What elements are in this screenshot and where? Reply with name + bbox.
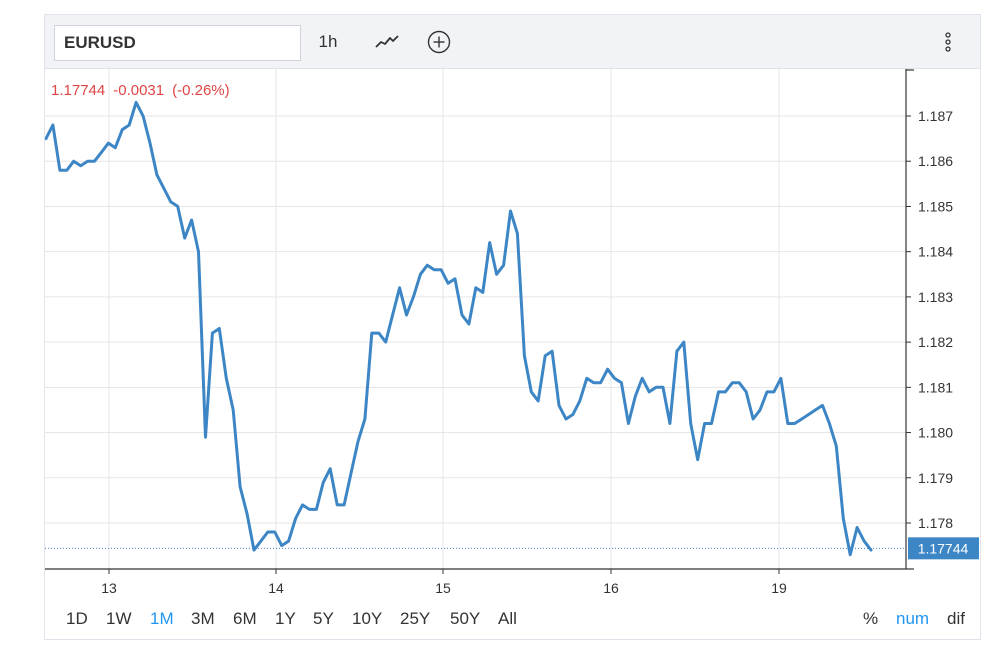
more-options-button[interactable] xyxy=(935,25,961,59)
chart-widget: EURUSD 1h 1.17744 -0.0031 (-0.26%) 1.178 1.… xyxy=(44,14,981,640)
price-change-percent: (-0.26%) xyxy=(172,82,230,99)
last-price-label: 1.17744 xyxy=(918,540,969,556)
y-tick-label: 1.185 xyxy=(918,198,953,214)
y-tick-label: 1.186 xyxy=(918,153,953,169)
x-tick-label: 13 xyxy=(101,580,117,596)
range-button-5y[interactable]: 5Y xyxy=(313,609,334,628)
quote-readout: 1.17744 -0.0031 (-0.26%) xyxy=(51,82,238,99)
y-tick-label: 1.179 xyxy=(918,470,953,486)
y-tick-label: 1.180 xyxy=(918,425,953,441)
y-tick-label: 1.181 xyxy=(918,379,953,395)
range-button-all[interactable]: All xyxy=(498,609,517,628)
range-button-1m[interactable]: 1M xyxy=(150,609,174,628)
symbol-input[interactable]: EURUSD xyxy=(54,25,301,61)
last-price: 1.17744 xyxy=(51,82,106,99)
price-series-line xyxy=(45,100,873,557)
chart-style-button[interactable] xyxy=(371,25,403,59)
add-comparison-button[interactable] xyxy=(425,25,453,59)
x-tick-label: 16 xyxy=(603,580,619,596)
x-tick-label: 19 xyxy=(771,580,787,596)
price-change: -0.0031 xyxy=(113,82,165,99)
last-price-tag xyxy=(908,537,979,560)
range-button-25y[interactable]: 25Y xyxy=(400,609,431,628)
range-bar: 1D 1W 1M 3M 6M 1Y 5Y 10Y 25Y 50Y All% num dif xyxy=(45,605,980,633)
range-button-1w[interactable]: 1W xyxy=(106,609,132,628)
plus-circle-icon xyxy=(427,30,451,54)
price-chart[interactable]: 1.178 1.179 1.180 1.181 1.182 1.183 1.184 1.185… xyxy=(45,69,980,605)
scale-mode-percent[interactable]: % xyxy=(863,609,879,628)
range-button-10y[interactable]: 10Y xyxy=(352,609,383,628)
range-button-1y[interactable]: 1Y xyxy=(275,609,296,628)
range-button-50y[interactable]: 50Y xyxy=(450,609,481,628)
range-button-3m[interactable]: 3M xyxy=(191,609,215,628)
x-tick-label: 14 xyxy=(268,580,284,596)
y-tick-label: 1.182 xyxy=(918,334,953,350)
y-tick-label: 1.178 xyxy=(918,515,953,531)
vertical-dots-icon xyxy=(945,32,951,52)
y-tick-label: 1.187 xyxy=(918,108,953,124)
interval-button[interactable]: 1h xyxy=(318,32,338,51)
chart-toolbar: EURUSD 1h xyxy=(45,15,980,69)
line-chart-icon xyxy=(375,35,399,48)
range-button-6m[interactable]: 6M xyxy=(233,609,257,628)
y-tick-label: 1.183 xyxy=(918,289,953,305)
x-tick-label: 15 xyxy=(435,580,451,596)
scale-mode-num[interactable]: num xyxy=(896,609,930,628)
y-tick-label: 1.184 xyxy=(918,244,953,260)
range-button-1d[interactable]: 1D xyxy=(66,609,88,628)
scale-mode-dif[interactable]: dif xyxy=(947,609,965,628)
